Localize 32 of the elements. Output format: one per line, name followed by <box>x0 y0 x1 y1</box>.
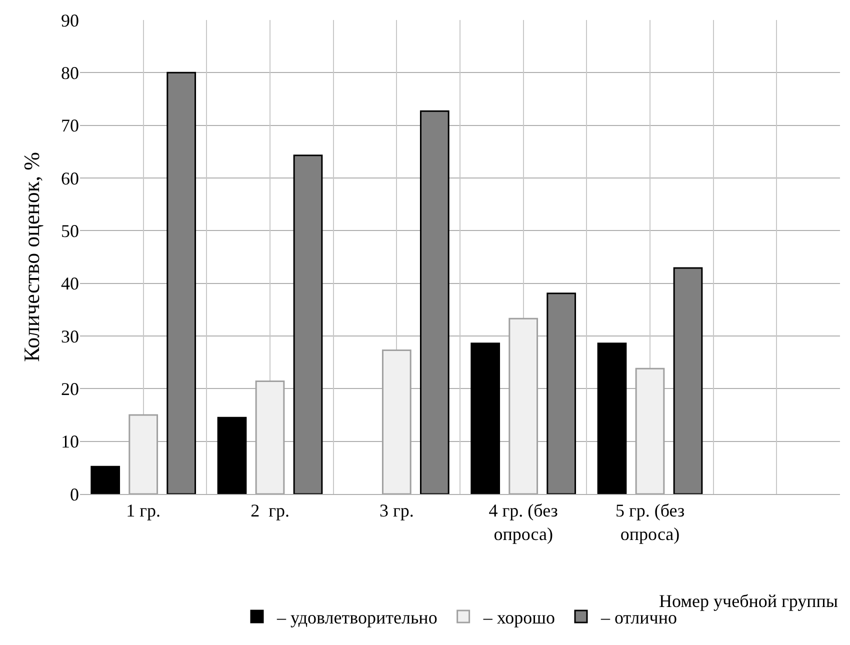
legend-label: – удовлетворительно <box>276 608 438 628</box>
bar <box>546 292 576 494</box>
bar <box>255 380 285 494</box>
x-tick-label: 1 гр. <box>126 500 161 521</box>
bar <box>635 368 665 494</box>
bar <box>470 342 500 494</box>
bar <box>217 416 247 494</box>
bar <box>420 110 450 494</box>
bar <box>293 154 323 494</box>
bar <box>90 466 120 494</box>
y-axis-title: Количество оценок, % <box>18 152 44 362</box>
x-tick-label: 2 гр. <box>250 500 290 521</box>
y-tick-label: 80 <box>61 62 79 83</box>
bar <box>508 318 538 494</box>
y-tick-label: 90 <box>61 10 79 30</box>
x-tick-label: 4 гр. (без опроса) <box>488 500 558 544</box>
legend-label: – хорошо <box>482 608 555 628</box>
bar <box>382 349 412 494</box>
x-tick-label: 3 гр. <box>379 500 414 521</box>
y-tick-label: 0 <box>70 484 79 504</box>
bar <box>597 342 627 494</box>
bar <box>166 72 196 494</box>
y-tick-label: 70 <box>61 116 79 136</box>
y-tick-label: 20 <box>61 378 79 399</box>
bar <box>673 267 703 494</box>
x-tick-label: 5 гр. (без опроса) <box>615 500 685 544</box>
bar <box>128 414 158 494</box>
y-tick-label: 60 <box>61 168 79 188</box>
y-tick-label: 10 <box>61 432 79 452</box>
y-tick-label: 40 <box>61 274 79 294</box>
y-tick-label: 30 <box>61 326 79 346</box>
y-tick-label: 50 <box>61 220 79 241</box>
